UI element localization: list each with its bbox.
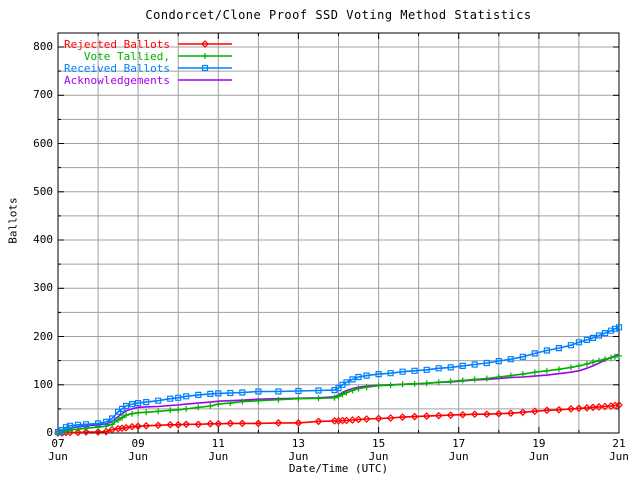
legend-sample-acknowledgements (178, 79, 232, 81)
legend-label-rejected-ballots: Rejected Ballots (64, 37, 170, 51)
x-axis-title: Date/Time (UTC) (288, 462, 389, 475)
legend-item-rejected-ballots: Rejected Ballots (64, 37, 233, 51)
legend-item-acknowledgements: Acknowledgements (64, 73, 233, 87)
y-axis-title: Ballots (6, 197, 20, 244)
legend-item-vote-tallied: Vote Tallied, (64, 49, 233, 63)
chart-title: Condorcet/Clone Proof SSD Voting Method … (145, 8, 532, 22)
legend: Rejected Ballots Vote Tallied, Received … (64, 37, 233, 87)
legend-sample-received-ballots (178, 64, 232, 72)
legend-sample-rejected-ballots (178, 40, 232, 48)
legend-sample-vote-tallied (178, 53, 232, 59)
legend-label-vote-tallied: Vote Tallied, (83, 49, 170, 63)
legend-label-acknowledgements: Acknowledgements (64, 73, 170, 87)
legend-label-received-ballots: Received Ballots (64, 61, 170, 75)
legend-item-received-ballots: Received Ballots (64, 61, 233, 75)
